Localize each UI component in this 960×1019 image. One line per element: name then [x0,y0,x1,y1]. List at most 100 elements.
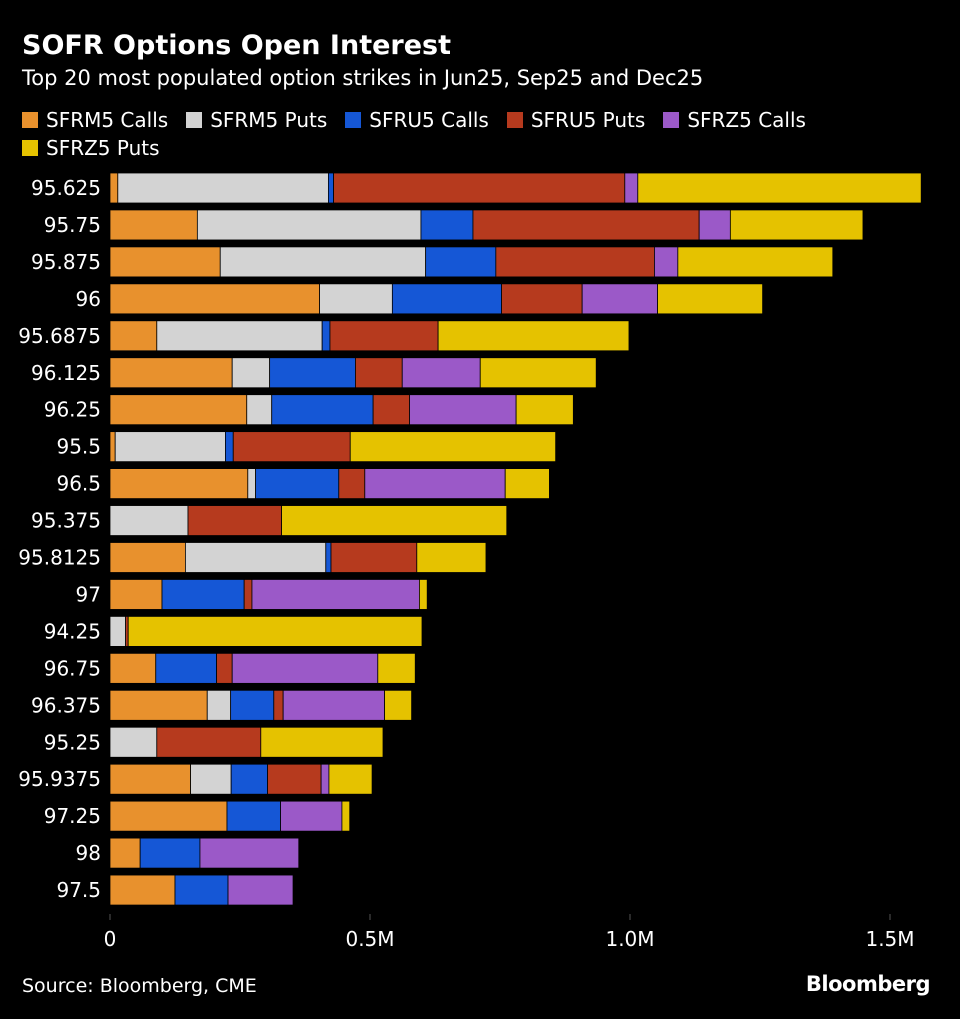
legend-label: SFRM5 Calls [46,108,169,132]
bar-segment [199,837,300,869]
legend-item: SFRU5 Calls [345,108,489,132]
bar-segment [109,800,228,832]
bar-segment [391,283,502,315]
bar-segment [109,542,186,573]
bar-segment [260,726,384,758]
bar-segment [255,468,340,500]
bar-segment [273,689,284,721]
category-label: 95.8125 [18,546,101,570]
bar-segment [161,579,245,610]
bar-segment [230,763,268,795]
bar-segment [109,726,158,758]
bar-segment [109,615,126,647]
bar-segment [501,283,583,315]
bar-segment [231,652,379,684]
bar-segment [321,320,331,352]
bar-segment [637,172,922,204]
category-label: 96.25 [44,398,101,422]
legend-label: SFRM5 Puts [210,108,328,132]
bar-segment [267,763,322,795]
bar-segment [127,615,423,647]
legend-label: SFRZ5 Calls [687,108,806,132]
bar-segment [281,505,508,536]
bar-segment [226,800,281,832]
bar-segment [109,209,198,241]
bar-segment [109,579,163,610]
bar-segment [187,505,282,536]
bar-segment [677,246,834,278]
bar-segment [216,652,233,684]
category-label: 95.75 [44,213,101,237]
bar-segment [269,357,356,389]
bar-segment [338,468,366,500]
category-label: 94.25 [44,619,101,643]
chart-title: SOFR Options Open Interest [22,30,452,61]
category-label: 95.375 [31,509,101,533]
legend-swatch [345,112,362,128]
x-tick-label: 1.5M [865,927,914,951]
bar-segment [624,172,639,204]
bar-segment [319,283,393,315]
legend-swatch [663,112,680,128]
category-label: 97.25 [44,804,101,828]
legend-label: SFRU5 Puts [530,108,646,132]
bar-segment [437,320,630,352]
bar-segment [109,246,221,278]
bar-segment [341,800,351,832]
bar-segment [231,357,271,389]
bar-segment [196,209,422,241]
category-label: 95.6875 [18,324,101,348]
category-label: 97.5 [56,878,101,902]
bar-segment [416,542,487,573]
bar-segment [409,394,517,426]
legend-swatch [22,112,38,128]
bar-segment [327,172,334,204]
category-label: 95.875 [31,250,101,274]
bar-segment [330,542,418,573]
bar-segment [109,283,320,315]
bar-segment [377,652,416,684]
category-label: 96.5 [56,472,101,496]
legend-swatch [186,112,203,128]
bar-chart: 95.625 95.75 95.875 96 95.6875 96.125 96.25 95.… [18,172,922,951]
bar-segment [117,172,329,204]
legend-swatch [22,140,38,156]
legend-label: SFRZ5 Puts [46,136,160,160]
bar-segment [271,394,374,426]
bar-segment [206,689,232,721]
bar-segment [156,726,262,758]
category-label: 96.75 [44,656,101,680]
bar-segment [109,652,157,684]
bar-segment [329,320,439,352]
category-label: 95.5 [56,435,101,459]
bar-segment [320,763,330,795]
bar-segment [190,763,232,795]
bar-segment [225,431,234,463]
category-label: 96.125 [31,361,101,385]
bar-segment [418,579,428,610]
bar-segment [654,246,679,278]
bloomberg-logo: Bloomberg [805,972,931,996]
category-label: 96 [76,287,101,311]
bar-segment [355,357,403,389]
bar-segment [109,394,248,426]
bar-segment [109,357,233,389]
category-label: 96.375 [31,693,101,717]
bar-segment [156,320,323,352]
bar-segment [372,394,410,426]
bar-segment [232,431,351,463]
bar-segment [139,837,201,869]
bar-segment [384,689,412,721]
bar-segment [729,209,864,241]
bar-segment [657,283,763,315]
bar-segment [219,246,427,278]
category-label: 97 [76,582,101,606]
bar-segment [325,542,332,573]
bar-segment [504,468,550,500]
bar-segment [155,652,217,684]
bar-segment [282,689,385,721]
x-tick-label: 1.0M [605,927,654,951]
bar-segment [109,172,119,204]
source-note: Source: Bloomberg, CME [22,975,257,997]
x-tick-label: 0 [104,927,117,951]
